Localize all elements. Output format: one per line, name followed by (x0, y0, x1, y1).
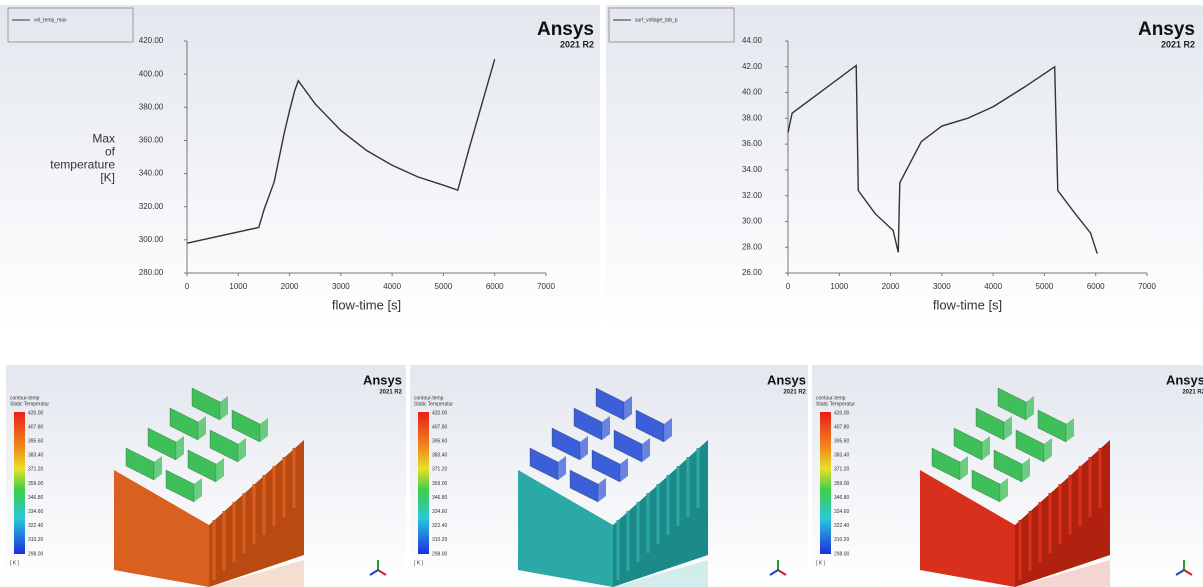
legend-label: surf_voltage_tab_p (635, 17, 678, 23)
x-tick-label: 4000 (984, 282, 1002, 291)
colorbar-label: 395.60 (432, 439, 448, 445)
colorbar-label: 334.60 (834, 509, 850, 515)
y-tick-label: 40.00 (742, 88, 763, 97)
logo: Ansys (1138, 19, 1195, 40)
colorbar-label: 359.00 (432, 481, 448, 487)
y-tick-label: 420.00 (139, 36, 164, 45)
x-tick-label: 0 (185, 282, 190, 291)
x-tick-label: 7000 (1138, 282, 1156, 291)
x-tick-label: 3000 (332, 282, 350, 291)
logo: Ansys (1166, 372, 1203, 387)
y-axis-label: of (105, 145, 116, 159)
x-tick-label: 7000 (537, 282, 555, 291)
y-tick-label: 42.00 (742, 62, 763, 71)
y-tick-label: 34.00 (742, 165, 763, 174)
colorbar-label: 359.00 (834, 481, 850, 487)
x-tick-label: 1000 (830, 282, 848, 291)
y-tick-label: 380.00 (139, 102, 164, 111)
panel-bg (606, 5, 1203, 330)
x-tick-label: 4000 (383, 282, 401, 291)
colorbar-label: 420.00 (834, 410, 850, 416)
colorbar-label: 371.20 (834, 467, 850, 473)
logo-version: 2021 R2 (1161, 39, 1195, 49)
x-axis-label: flow-time [s] (332, 297, 401, 312)
y-axis-label: [K] (100, 171, 115, 185)
colorbar-label: 359.00 (28, 481, 44, 487)
logo-version: 2021 R2 (1182, 390, 1203, 396)
x-tick-label: 6000 (1087, 282, 1105, 291)
y-tick-label: 30.00 (742, 217, 763, 226)
x-tick-label: 2000 (882, 282, 900, 291)
logo-version: 2021 R2 (560, 39, 594, 49)
x-tick-label: 6000 (486, 282, 504, 291)
y-tick-label: 38.00 (742, 113, 763, 122)
colorbar-label: 383.40 (28, 453, 44, 459)
colorbar-unit: [ K ] (414, 560, 424, 566)
x-tick-label: 2000 (281, 282, 299, 291)
colorbar (820, 412, 831, 554)
x-tick-label: 3000 (933, 282, 951, 291)
colorbar-label: 322.40 (834, 523, 850, 529)
y-axis-label: temperature (50, 158, 115, 172)
colorbar-unit: [ K ] (10, 560, 20, 566)
colorbar-label: 395.60 (834, 439, 850, 445)
colorbar-label: 383.40 (432, 453, 448, 459)
colorbar-label: 310.20 (432, 537, 448, 543)
x-tick-label: 5000 (1036, 282, 1054, 291)
colorbar-label: 298.00 (28, 551, 44, 557)
y-tick-label: 320.00 (139, 202, 164, 211)
y-tick-label: 32.00 (742, 191, 763, 200)
colorbar-label: 371.20 (432, 467, 448, 473)
colorbar-label: 420.00 (432, 410, 448, 416)
y-axis-label: Max (92, 132, 115, 146)
colorbar-label: 346.80 (432, 495, 448, 501)
colorbar-label: 407.80 (834, 424, 850, 430)
colorbar-label: 310.20 (28, 537, 44, 543)
logo: Ansys (537, 19, 594, 40)
logo: Ansys (363, 372, 402, 387)
colorbar-label: 383.40 (834, 453, 850, 459)
y-tick-label: 26.00 (742, 268, 763, 277)
page: vol_temp_maxAnsys2021 R2280.00300.00320.… (0, 0, 1203, 587)
contour-subtitle: Static Temperatur (816, 401, 855, 407)
y-tick-label: 340.00 (139, 169, 164, 178)
y-tick-label: 400.00 (139, 69, 164, 78)
colorbar-label: 298.00 (432, 551, 448, 557)
colorbar-label: 298.00 (834, 551, 850, 557)
colorbar-label: 346.80 (834, 495, 850, 501)
logo-version: 2021 R2 (783, 390, 806, 396)
contour-subtitle: Static Temperatur (414, 401, 453, 407)
colorbar-label: 407.80 (432, 424, 448, 430)
x-tick-label: 5000 (435, 282, 453, 291)
colorbar-label: 420.00 (28, 410, 44, 416)
colorbar-label: 395.60 (28, 439, 44, 445)
colorbar-label: 322.40 (28, 523, 44, 529)
y-tick-label: 44.00 (742, 36, 763, 45)
logo: Ansys (767, 372, 806, 387)
colorbar-label: 322.40 (432, 523, 448, 529)
y-tick-label: 28.00 (742, 242, 763, 251)
y-tick-label: 36.00 (742, 139, 763, 148)
x-tick-label: 0 (786, 282, 791, 291)
y-tick-label: 300.00 (139, 235, 164, 244)
colorbar (418, 412, 429, 554)
colorbar-unit: [ K ] (816, 560, 826, 566)
y-tick-label: 360.00 (139, 136, 164, 145)
contour-subtitle: Static Temperatur (10, 401, 49, 407)
colorbar-label: 371.20 (28, 467, 44, 473)
logo-version: 2021 R2 (379, 390, 402, 396)
colorbar-label: 334.60 (432, 509, 448, 515)
colorbar-label: 407.80 (28, 424, 44, 430)
x-tick-label: 1000 (229, 282, 247, 291)
colorbar (14, 412, 25, 554)
y-tick-label: 280.00 (139, 268, 164, 277)
colorbar-label: 346.80 (28, 495, 44, 501)
legend-label: vol_temp_max (34, 17, 67, 23)
colorbar-label: 334.60 (28, 509, 44, 515)
x-axis-label: flow-time [s] (933, 297, 1002, 312)
colorbar-label: 310.20 (834, 537, 850, 543)
